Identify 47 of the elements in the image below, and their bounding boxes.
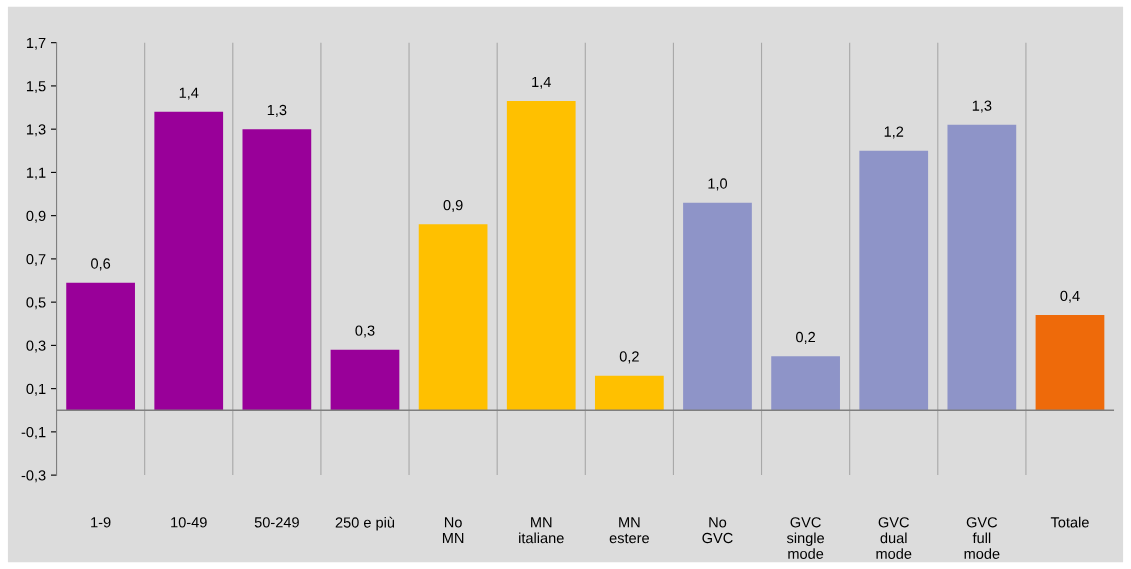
x-tick-label: No GVC xyxy=(702,517,733,544)
bar xyxy=(683,202,752,411)
data-label: 0,4 xyxy=(1060,290,1080,303)
data-label: 1,4 xyxy=(532,76,551,89)
bar xyxy=(418,224,488,411)
bar xyxy=(594,375,664,411)
x-tick-label: 10-49 xyxy=(171,517,207,528)
x-tick-label: MN estere xyxy=(609,517,649,544)
x-tick-label: GVC full mode xyxy=(964,517,1000,559)
data-label: 0,6 xyxy=(91,258,111,271)
data-label: 0,2 xyxy=(619,351,639,364)
y-tick-label: 0,5 xyxy=(26,297,46,310)
data-label: 1,0 xyxy=(708,178,728,191)
y-tick-label: -0,3 xyxy=(21,470,46,483)
y-tick-label: 0,3 xyxy=(26,340,46,353)
x-tick-label: GVC dual mode xyxy=(876,517,912,559)
x-tick-label: MN italiane xyxy=(519,517,564,544)
bar xyxy=(330,349,400,411)
x-tick-label: 1-9 xyxy=(91,517,111,528)
bar xyxy=(242,129,312,411)
data-label: 1,3 xyxy=(972,100,992,113)
bar xyxy=(859,150,929,411)
data-label: 1,2 xyxy=(884,126,904,139)
bar xyxy=(947,124,1017,411)
bar xyxy=(66,282,135,411)
y-tick-label: 1,1 xyxy=(26,167,46,180)
y-tick-label: 0,9 xyxy=(26,210,46,223)
bar xyxy=(154,111,224,411)
x-tick-label: No MN xyxy=(442,517,464,544)
bar xyxy=(771,356,840,411)
y-tick-label: 0,1 xyxy=(26,383,46,396)
bar xyxy=(506,101,576,411)
y-tick-label: 0,7 xyxy=(26,254,46,267)
data-label: 1,4 xyxy=(179,87,199,100)
y-tick-label: 1,3 xyxy=(26,124,46,137)
data-label: 0,2 xyxy=(796,331,816,344)
y-tick-label: 1,5 xyxy=(26,81,46,94)
x-tick-label: 50-249 xyxy=(254,517,299,528)
data-label: 1,3 xyxy=(267,104,287,117)
y-tick-label: -0,1 xyxy=(21,426,46,440)
data-label: 0,3 xyxy=(355,325,375,338)
y-tick-label: 1,7 xyxy=(26,37,46,50)
x-tick-label: Totale xyxy=(1050,516,1089,528)
data-label: 0,9 xyxy=(443,199,463,213)
bar xyxy=(1035,315,1105,411)
x-tick-label: 250 e più xyxy=(335,516,395,531)
x-tick-label: GVC single mode xyxy=(786,517,825,559)
